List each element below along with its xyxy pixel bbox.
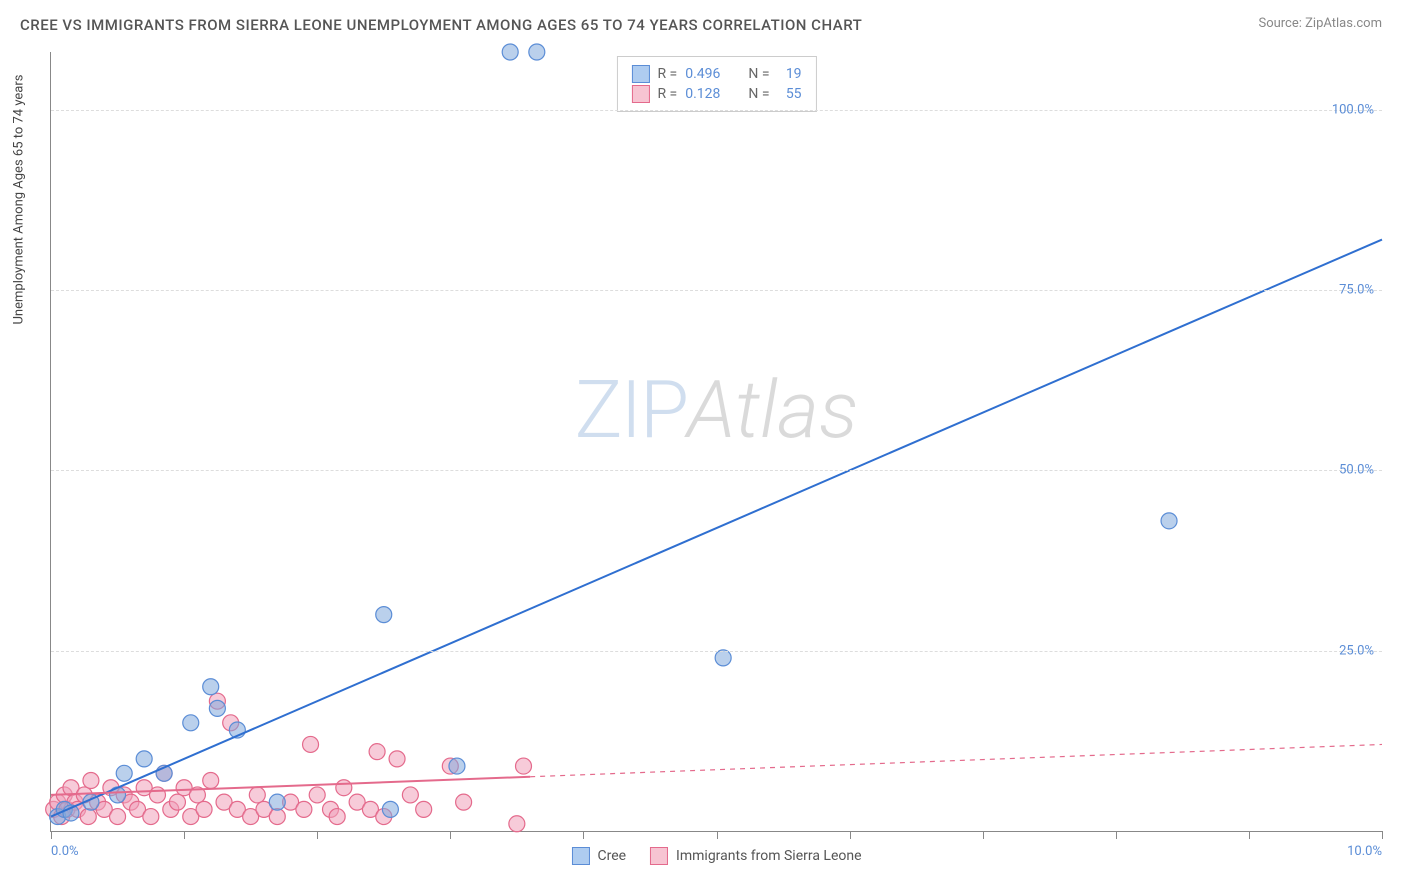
data-point (296, 801, 312, 817)
data-point (143, 809, 159, 825)
data-point (149, 787, 165, 803)
x-axis-label-min: 0.0% (51, 844, 79, 859)
data-point (502, 44, 518, 60)
data-point (369, 744, 385, 760)
data-point (209, 700, 225, 716)
data-point (449, 758, 465, 774)
data-point (249, 787, 265, 803)
x-tick (850, 831, 851, 839)
r-value: 0.128 (685, 86, 720, 102)
legend-item: Cree (571, 847, 626, 865)
legend-swatch (631, 85, 649, 103)
source-label: Source: ZipAtlas.com (1258, 16, 1382, 31)
y-tick-label: 25.0% (1339, 643, 1374, 658)
r-label: R = (657, 66, 677, 82)
x-axis-label-max: 10.0% (1347, 844, 1382, 859)
n-label: N = (748, 66, 769, 82)
chart-title: CREE VS IMMIGRANTS FROM SIERRA LEONE UNE… (20, 16, 862, 34)
data-point (269, 809, 285, 825)
data-point (329, 809, 345, 825)
legend-swatch (571, 847, 589, 865)
data-point (456, 794, 472, 810)
data-point (303, 736, 319, 752)
trend-line (51, 240, 1382, 817)
r-label: R = (657, 86, 677, 102)
legend-label: Cree (597, 848, 626, 864)
n-label: N = (748, 86, 769, 102)
legend-label: Immigrants from Sierra Leone (676, 848, 861, 864)
n-value: 55 (778, 86, 802, 102)
data-point (336, 780, 352, 796)
data-point (389, 751, 405, 767)
y-axis-title: Unemployment Among Ages 65 to 74 years (12, 74, 27, 324)
data-point (83, 773, 99, 789)
plot-area: Unemployment Among Ages 65 to 74 years Z… (50, 52, 1382, 832)
x-tick (1249, 831, 1250, 839)
gridline (51, 470, 1382, 471)
data-point (80, 809, 96, 825)
stats-legend-row: R = 0.128 N = 55 (631, 85, 801, 103)
x-tick (1116, 831, 1117, 839)
data-point (196, 801, 212, 817)
data-point (376, 607, 392, 623)
x-tick (983, 831, 984, 839)
scatter-svg (51, 52, 1382, 831)
data-point (416, 801, 432, 817)
n-value: 19 (778, 66, 802, 82)
data-point (509, 816, 525, 832)
gridline (51, 651, 1382, 652)
data-point (269, 794, 285, 810)
x-tick (51, 831, 52, 839)
data-point (116, 765, 132, 781)
data-point (382, 801, 398, 817)
data-point (715, 650, 731, 666)
gridline (51, 110, 1382, 111)
data-point (516, 758, 532, 774)
legend-swatch (650, 847, 668, 865)
y-tick-label: 50.0% (1339, 463, 1374, 478)
data-point (529, 44, 545, 60)
y-tick-label: 100.0% (1332, 102, 1374, 117)
x-tick (317, 831, 318, 839)
trend-line-dashed (530, 744, 1382, 776)
bottom-legend: Cree Immigrants from Sierra Leone (571, 847, 861, 865)
stats-legend-row: R = 0.496 N = 19 (631, 65, 801, 83)
x-tick (450, 831, 451, 839)
data-point (1161, 513, 1177, 529)
y-tick-label: 75.0% (1339, 283, 1374, 298)
x-tick (1382, 831, 1383, 839)
x-tick (717, 831, 718, 839)
stats-legend: R = 0.496 N = 19 R = 0.128 N = 55 (616, 56, 816, 112)
x-tick (583, 831, 584, 839)
x-tick (184, 831, 185, 839)
data-point (203, 679, 219, 695)
legend-swatch (631, 65, 649, 83)
data-point (136, 751, 152, 767)
data-point (169, 794, 185, 810)
data-point (309, 787, 325, 803)
data-point (402, 787, 418, 803)
data-point (110, 809, 126, 825)
r-value: 0.496 (685, 66, 720, 82)
gridline (51, 290, 1382, 291)
data-point (183, 715, 199, 731)
legend-item: Immigrants from Sierra Leone (650, 847, 861, 865)
data-point (203, 773, 219, 789)
